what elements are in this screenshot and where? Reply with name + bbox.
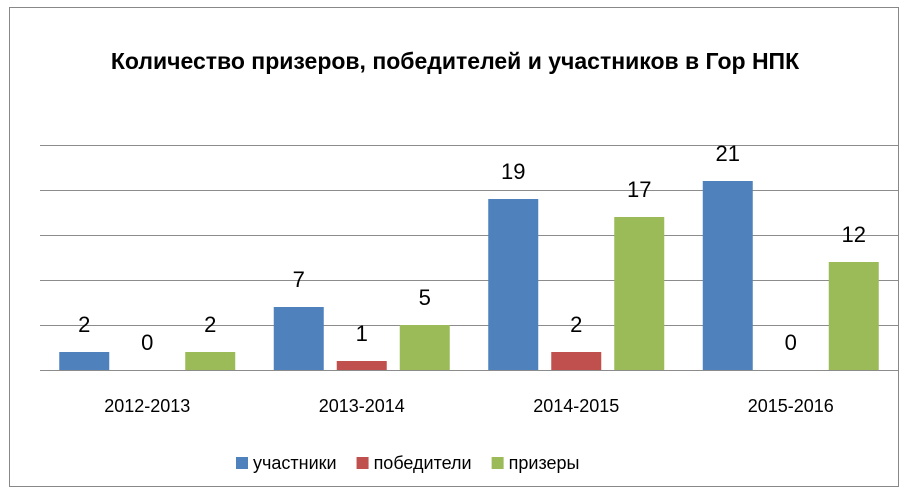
- x-tick-label: 2015-2016: [748, 396, 834, 416]
- x-tick-label: 2012-2013: [104, 396, 190, 416]
- data-label: 12: [842, 222, 866, 247]
- data-label: 1: [356, 321, 368, 346]
- legend-swatch: [236, 457, 248, 469]
- chart-title: Количество призеров, победителей и участ…: [110, 48, 800, 74]
- data-label: 21: [716, 141, 740, 166]
- data-label: 2: [570, 312, 582, 337]
- data-label: 2: [204, 312, 216, 337]
- bar: [185, 352, 236, 370]
- data-label: 0: [141, 330, 153, 355]
- legend-label: призеры: [509, 453, 580, 473]
- bar: [488, 199, 539, 370]
- bar: [828, 262, 879, 370]
- data-label: 2: [78, 312, 90, 337]
- bar: [59, 352, 110, 370]
- bar: [702, 181, 753, 370]
- data-label: 17: [627, 177, 651, 202]
- bar: [336, 361, 387, 370]
- data-label: 7: [293, 267, 305, 292]
- legend-label: участники: [253, 453, 337, 473]
- data-label: 0: [785, 330, 797, 355]
- bar: [551, 352, 602, 370]
- bar: [273, 307, 324, 370]
- data-label: 5: [419, 285, 431, 310]
- x-tick-label: 2014-2015: [533, 396, 619, 416]
- legend-swatch: [356, 457, 369, 469]
- x-tick-label: 2013-2014: [319, 396, 405, 416]
- data-label: 19: [501, 159, 525, 184]
- bar: [399, 325, 450, 370]
- bar: [614, 217, 665, 370]
- legend-swatch: [491, 457, 504, 469]
- legend-label: победители: [374, 453, 472, 473]
